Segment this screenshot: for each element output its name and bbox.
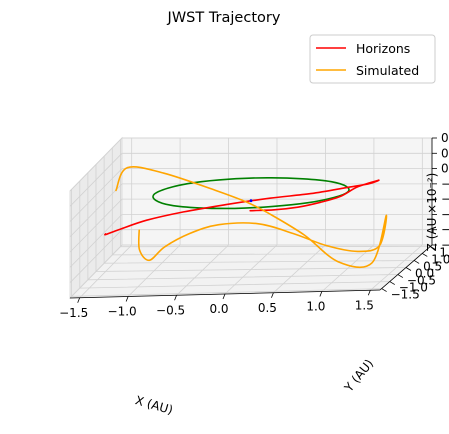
y-tick-mark-5 xyxy=(422,253,428,257)
y-axis-label: Y (AU) xyxy=(341,357,376,396)
x-tick-mark-1 xyxy=(125,296,129,302)
y-tick-label-4: 0.5 xyxy=(423,260,442,274)
data-series xyxy=(104,166,388,269)
y-tick-label-2: −0.5 xyxy=(407,274,436,288)
series-line-0 xyxy=(104,179,380,236)
axis-lines xyxy=(69,137,437,303)
grid-line-z-6 xyxy=(69,152,432,207)
z-tick-label-0: −1.0 xyxy=(441,238,449,252)
legend-frame xyxy=(309,34,436,84)
chart-title: JWST Trajectory xyxy=(167,10,281,26)
y-tick-label-6: 1.5 xyxy=(439,245,449,259)
grid-line-z-1 xyxy=(69,229,432,283)
y-tick-mark-0 xyxy=(381,288,387,292)
legend-label-horizons: Horizons xyxy=(356,41,410,56)
z-tick-label-7: 0.4 xyxy=(441,131,449,145)
z-tick-label-5: 0.0 xyxy=(441,162,449,176)
x-tick-mark-5 xyxy=(319,291,323,297)
grid-line-z-5 xyxy=(69,168,432,222)
x-tick-mark-0 xyxy=(77,297,81,303)
x-tick-label-1: −1.0 xyxy=(108,305,137,319)
y-tick-mark-1 xyxy=(389,281,395,285)
x-tick-mark-6 xyxy=(367,290,371,296)
x-tick-label-4: 0.5 xyxy=(258,301,277,315)
grid-line-z-0 xyxy=(69,244,432,299)
series-line-1 xyxy=(115,166,388,269)
series-line-2 xyxy=(152,176,350,210)
x-tick-label-5: 1.0 xyxy=(306,300,325,314)
legend-label-simulated: Simulated xyxy=(356,63,419,78)
y-tick-label-3: 0.0 xyxy=(415,267,434,281)
y-tick-mark-2 xyxy=(397,274,404,278)
x-axis-label: X (AU) xyxy=(134,393,175,417)
x-tick-mark-2 xyxy=(174,295,177,301)
z-tick-label-4: −0.2 xyxy=(441,177,449,191)
y-tick-mark-6 xyxy=(430,246,436,250)
x-tick-label-2: −0.5 xyxy=(156,303,185,317)
z-tick-label-1: −0.8 xyxy=(441,223,449,237)
z-tick-label-6: 0.2 xyxy=(441,146,449,160)
x-tick-label-6: 1.5 xyxy=(355,298,374,312)
x-tick-mark-4 xyxy=(271,292,274,298)
y-tick-label-5: 1.0 xyxy=(431,252,449,266)
grid-line-z-4 xyxy=(69,183,432,238)
legend: Horizons Simulated xyxy=(309,34,436,84)
z-axis-label: Z (AU ×10⁻²) xyxy=(425,173,439,252)
grid-line-z-2 xyxy=(69,213,432,268)
y-tick-label-0: −1.5 xyxy=(391,288,420,302)
y-tick-label-1: −1.0 xyxy=(399,281,428,295)
x-tick-label-3: 0.0 xyxy=(209,302,228,316)
z-tick-label-2: −0.6 xyxy=(441,207,449,221)
x-tick-mark-3 xyxy=(222,293,226,300)
y-tick-mark-4 xyxy=(413,260,420,264)
x-tick-label-0: −1.5 xyxy=(59,306,88,320)
tick-labels: −1.5 −1.0 −0.5 0.0 0.5 1.0 1.5−1.5−1.0−0.50.00… xyxy=(59,131,449,320)
y-tick-mark-3 xyxy=(405,267,412,271)
axes-panes xyxy=(68,136,434,300)
z-tick-label-3: −0.4 xyxy=(441,192,449,206)
grid-line-z-7 xyxy=(69,137,432,192)
sun-point-0 xyxy=(249,199,253,203)
